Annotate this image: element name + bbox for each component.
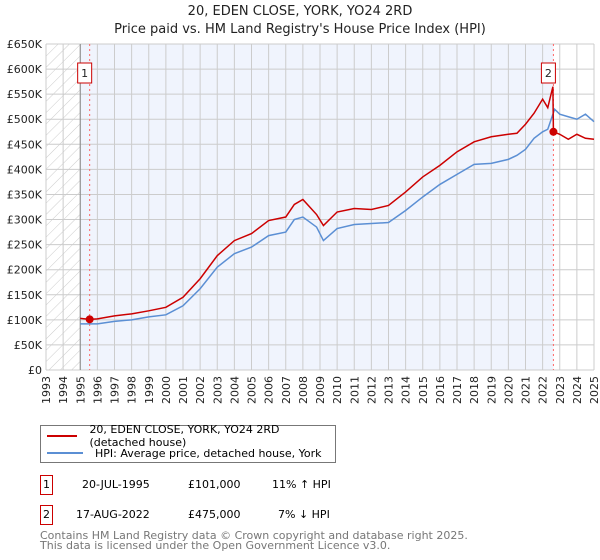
chart-title: 20, EDEN CLOSE, YORK, YO24 2RD Price pai… bbox=[0, 3, 600, 39]
footer-line-1: Contains HM Land Registry data © Crown c… bbox=[40, 529, 468, 542]
price: £101,000 bbox=[188, 478, 241, 491]
y-tick-label: £650K bbox=[7, 38, 43, 51]
title: 20, EDEN CLOSE, YORK, YO24 2RD bbox=[187, 4, 413, 19]
subtitle: Price paid vs. HM Land Registry's House … bbox=[114, 22, 486, 37]
x-tick-label: 2008 bbox=[297, 376, 310, 404]
x-tick-label: 2005 bbox=[246, 376, 259, 404]
x-tick-label: 1995 bbox=[74, 376, 87, 404]
y-tick-label: £100K bbox=[7, 314, 43, 327]
price-paid-line bbox=[80, 86, 595, 321]
price: £475,000 bbox=[188, 508, 241, 521]
hpi-diff: 11% ↑ HPI bbox=[272, 478, 331, 491]
x-tick-label: 1999 bbox=[143, 376, 156, 404]
blue-line-icon bbox=[47, 452, 83, 454]
transaction-row: 2 17-AUG-2022 £475,000 7% ↓ HPI bbox=[40, 505, 600, 525]
x-tick-label: 2024 bbox=[571, 376, 584, 404]
y-tick-label: £200K bbox=[7, 264, 43, 277]
legend-item-property: 20, EDEN CLOSE, YORK, YO24 2RD (detached… bbox=[47, 423, 335, 449]
x-tick-label: 2002 bbox=[194, 376, 207, 404]
marker-badge: 1 bbox=[40, 475, 53, 495]
hpi-diff: 7% ↓ HPI bbox=[278, 508, 330, 521]
annotation-box bbox=[77, 62, 93, 84]
x-tick-label: 2006 bbox=[263, 376, 276, 404]
x-tick-label: 2004 bbox=[228, 376, 241, 404]
x-tick-label: 2013 bbox=[383, 376, 396, 404]
x-tick-label: 1998 bbox=[126, 376, 139, 404]
x-tick-label: 2022 bbox=[537, 376, 550, 404]
annotation-box bbox=[540, 62, 556, 84]
date: 20-JUL-1995 bbox=[82, 478, 150, 491]
x-tick-label: 1996 bbox=[91, 376, 104, 404]
legend-label: HPI: Average price, detached house, York bbox=[95, 446, 322, 460]
x-tick-label: 2021 bbox=[520, 376, 533, 404]
x-tick-label: 2016 bbox=[434, 376, 447, 404]
sale-marker bbox=[549, 127, 558, 136]
x-tick-label: 1994 bbox=[57, 376, 70, 404]
legend-item-hpi: HPI: Average price, detached house, York bbox=[47, 445, 322, 461]
y-tick-label: £600K bbox=[7, 63, 43, 76]
x-tick-label: 2012 bbox=[365, 376, 378, 404]
y-tick-label: £250K bbox=[7, 239, 43, 252]
plot-background bbox=[80, 44, 554, 370]
x-tick-label: 2001 bbox=[177, 376, 190, 404]
sale-marker bbox=[85, 315, 94, 324]
x-tick-label: 2011 bbox=[348, 376, 361, 404]
legend: 20, EDEN CLOSE, YORK, YO24 2RD (detached… bbox=[40, 423, 336, 463]
annotation-label: 2 bbox=[545, 67, 552, 80]
x-tick-label: 2015 bbox=[417, 376, 430, 404]
x-tick-label: 2010 bbox=[331, 376, 344, 404]
footer: Contains HM Land Registry data © Crown c… bbox=[40, 529, 468, 552]
y-tick-label: £450K bbox=[7, 138, 43, 151]
x-tick-label: 1997 bbox=[109, 376, 122, 404]
transaction-row: 1 20-JUL-1995 £101,000 11% ↑ HPI bbox=[40, 475, 600, 495]
x-tick-label: 1993 bbox=[40, 376, 53, 404]
x-tick-label: 2009 bbox=[314, 376, 327, 404]
annotation-label: 1 bbox=[81, 67, 88, 80]
footer-line-2: This data is licensed under the Open Gov… bbox=[40, 539, 391, 552]
legend-label: 20, EDEN CLOSE, YORK, YO24 2RD (detached… bbox=[89, 423, 280, 449]
date: 17-AUG-2022 bbox=[76, 508, 150, 521]
x-tick-label: 2018 bbox=[468, 376, 481, 404]
x-tick-label: 2007 bbox=[280, 376, 293, 404]
marker-badge: 2 bbox=[40, 505, 53, 525]
hpi-line bbox=[80, 107, 595, 325]
y-tick-label: £550K bbox=[7, 88, 43, 101]
y-tick-label: £400K bbox=[7, 163, 43, 176]
price-chart: 1993 1994 1995 1996 1997 1998 1999 2000 2001 2002… bbox=[7, 38, 600, 404]
y-tick-label: £350K bbox=[7, 188, 43, 201]
x-tick-label: 2025 bbox=[588, 376, 600, 404]
x-tick-label: 2003 bbox=[211, 376, 224, 404]
x-tick-label: 2014 bbox=[400, 376, 413, 404]
x-tick-label: 2019 bbox=[485, 376, 498, 404]
y-tick-label: £500K bbox=[7, 113, 43, 126]
red-line-icon bbox=[47, 435, 78, 437]
y-tick-label: £150K bbox=[7, 289, 43, 302]
y-tick-label: £50K bbox=[14, 339, 43, 352]
x-tick-label: 2023 bbox=[554, 376, 567, 404]
x-tick-label: 2000 bbox=[160, 376, 173, 404]
y-tick-label: £300K bbox=[7, 214, 43, 227]
x-tick-label: 2020 bbox=[502, 376, 515, 404]
x-tick-label: 2017 bbox=[451, 376, 464, 404]
y-tick-label: £0 bbox=[28, 364, 42, 377]
